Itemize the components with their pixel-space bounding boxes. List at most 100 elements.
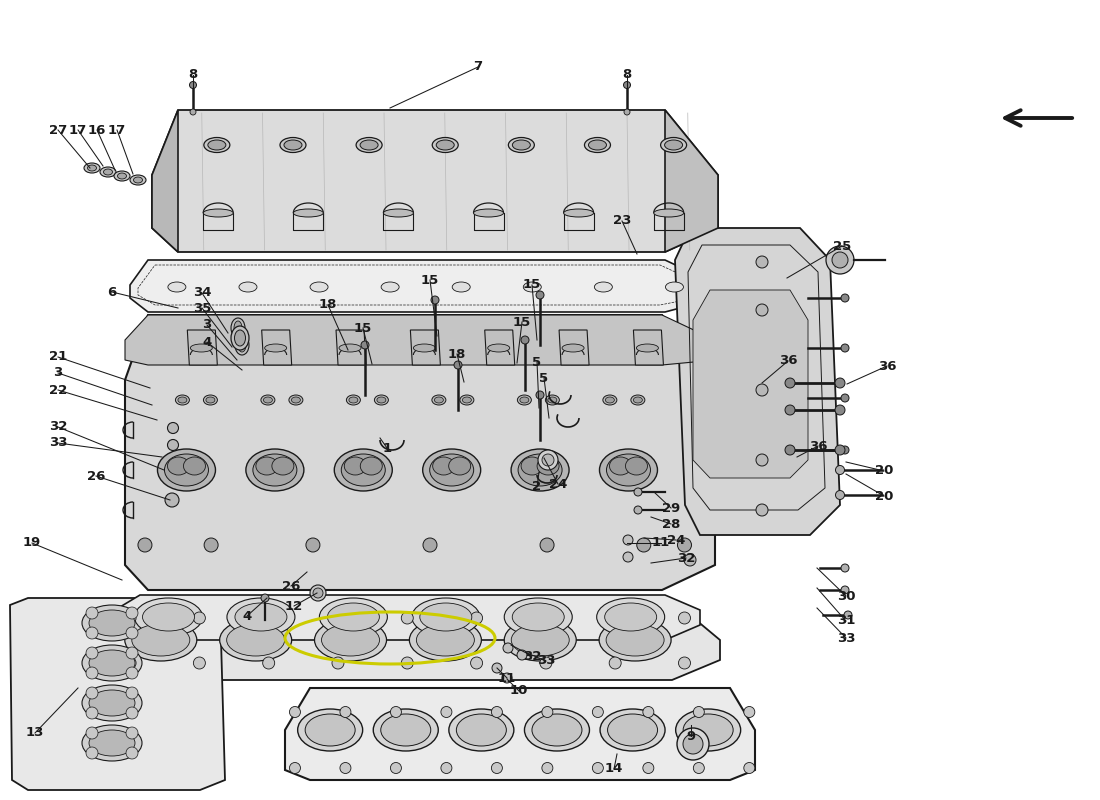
Circle shape [86, 647, 98, 659]
Circle shape [126, 607, 138, 619]
Circle shape [194, 612, 206, 624]
Circle shape [402, 657, 414, 669]
Ellipse shape [517, 395, 531, 405]
Circle shape [623, 535, 632, 545]
Ellipse shape [124, 619, 197, 661]
Circle shape [361, 341, 368, 349]
Circle shape [521, 336, 529, 344]
Circle shape [390, 706, 402, 718]
Circle shape [683, 734, 703, 754]
Ellipse shape [563, 209, 594, 217]
Text: 3: 3 [202, 318, 211, 331]
Ellipse shape [548, 397, 557, 403]
Text: 26: 26 [282, 579, 300, 593]
Text: 3: 3 [54, 366, 63, 379]
Circle shape [454, 361, 462, 369]
Ellipse shape [452, 282, 470, 292]
Circle shape [842, 394, 849, 402]
Ellipse shape [204, 395, 218, 405]
Circle shape [542, 762, 553, 774]
Ellipse shape [606, 454, 650, 486]
Text: 7: 7 [473, 61, 483, 74]
Ellipse shape [377, 397, 386, 403]
Ellipse shape [584, 138, 610, 153]
Ellipse shape [284, 140, 302, 150]
Text: 2: 2 [532, 481, 541, 494]
Circle shape [679, 612, 691, 624]
Circle shape [542, 706, 553, 718]
Circle shape [190, 109, 196, 115]
Circle shape [744, 706, 755, 718]
Ellipse shape [360, 140, 378, 150]
Ellipse shape [381, 282, 399, 292]
Ellipse shape [537, 457, 559, 475]
Ellipse shape [130, 175, 146, 185]
Circle shape [441, 762, 452, 774]
Ellipse shape [374, 395, 388, 405]
Circle shape [835, 445, 845, 455]
Ellipse shape [168, 282, 186, 292]
Text: 4: 4 [202, 335, 211, 349]
Circle shape [540, 612, 552, 624]
Ellipse shape [361, 457, 383, 475]
Circle shape [844, 611, 852, 619]
Ellipse shape [178, 397, 187, 403]
Text: 5: 5 [539, 371, 549, 385]
Ellipse shape [449, 709, 514, 751]
Ellipse shape [430, 454, 474, 486]
Ellipse shape [373, 709, 438, 751]
Ellipse shape [220, 619, 292, 661]
Circle shape [744, 762, 755, 774]
Ellipse shape [449, 457, 471, 475]
Circle shape [536, 291, 544, 299]
Circle shape [502, 673, 512, 683]
Polygon shape [285, 688, 755, 780]
Ellipse shape [432, 395, 446, 405]
Circle shape [785, 405, 795, 415]
Text: 6: 6 [108, 286, 117, 298]
Ellipse shape [265, 344, 287, 352]
Circle shape [836, 466, 845, 474]
Circle shape [517, 650, 527, 660]
Ellipse shape [82, 725, 142, 761]
Ellipse shape [143, 603, 195, 631]
Ellipse shape [411, 598, 480, 636]
Polygon shape [559, 330, 590, 365]
Circle shape [540, 538, 554, 552]
Polygon shape [116, 595, 700, 640]
Text: 12: 12 [285, 599, 304, 613]
Circle shape [340, 762, 351, 774]
Ellipse shape [634, 397, 642, 403]
Circle shape [593, 762, 604, 774]
Text: 23: 23 [613, 214, 631, 227]
Text: 13: 13 [25, 726, 44, 739]
Ellipse shape [298, 709, 363, 751]
Ellipse shape [328, 603, 380, 631]
Polygon shape [100, 600, 721, 680]
Ellipse shape [89, 650, 135, 676]
Ellipse shape [381, 714, 431, 746]
Circle shape [634, 506, 642, 514]
Polygon shape [187, 330, 218, 365]
Circle shape [624, 82, 630, 89]
Ellipse shape [473, 209, 504, 217]
Circle shape [314, 588, 323, 598]
Ellipse shape [341, 454, 385, 486]
Ellipse shape [88, 165, 97, 171]
Circle shape [126, 747, 138, 759]
Circle shape [836, 490, 845, 499]
Ellipse shape [184, 457, 206, 475]
Text: 18: 18 [319, 298, 338, 311]
Circle shape [126, 687, 138, 699]
Ellipse shape [600, 449, 658, 491]
Ellipse shape [588, 140, 606, 150]
Ellipse shape [434, 397, 443, 403]
Circle shape [609, 657, 622, 669]
Ellipse shape [289, 395, 302, 405]
Circle shape [642, 762, 653, 774]
Circle shape [842, 446, 849, 454]
Ellipse shape [513, 603, 564, 631]
Circle shape [390, 762, 402, 774]
Ellipse shape [134, 598, 202, 636]
Ellipse shape [253, 454, 297, 486]
